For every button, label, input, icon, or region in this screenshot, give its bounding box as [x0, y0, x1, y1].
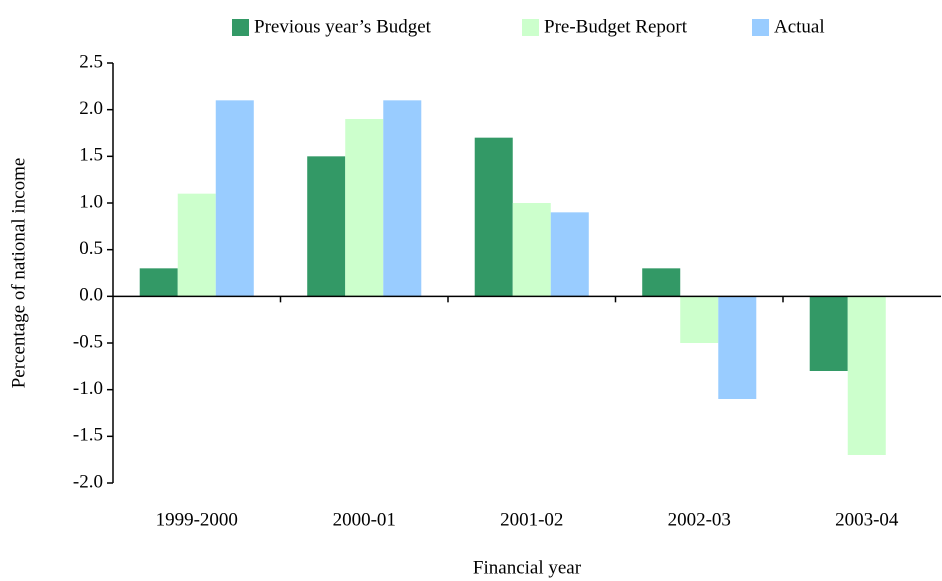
x-tick-label: 2001-02 [500, 509, 563, 530]
bar [680, 296, 719, 343]
y-tick-label: -0.5 [73, 331, 103, 352]
legend-swatch [522, 19, 539, 36]
bar [474, 137, 513, 297]
bar [847, 296, 886, 455]
bar [718, 296, 757, 399]
y-tick-label: 0.0 [79, 285, 103, 306]
y-tick-label: -1.0 [73, 378, 103, 399]
x-tick-label: 1999-2000 [156, 509, 238, 530]
y-tick-label: 1.0 [79, 191, 103, 212]
bar [642, 268, 681, 297]
legend-swatch [752, 19, 769, 36]
bar [512, 203, 551, 297]
bar [307, 156, 346, 297]
bar [809, 296, 848, 371]
y-tick-label: 1.5 [79, 145, 103, 166]
legend-label: Pre-Budget Report [544, 16, 688, 37]
x-axis-label: Financial year [473, 557, 582, 578]
y-tick-label: 2.0 [79, 98, 103, 119]
x-tick-label: 2000-01 [333, 509, 396, 530]
y-tick-label: 2.5 [79, 51, 103, 72]
y-tick-label: -2.0 [73, 471, 103, 492]
bar [345, 119, 384, 297]
bar [550, 212, 589, 297]
y-axis-label: Percentage of national income [8, 158, 29, 389]
bar [383, 100, 422, 297]
legend-swatch [232, 19, 249, 36]
legend-label: Previous year’s Budget [254, 16, 432, 37]
x-tick-label: 2003-04 [835, 509, 899, 530]
x-tick-label: 2002-03 [668, 509, 731, 530]
legend-label: Actual [774, 16, 825, 37]
bar [139, 268, 178, 297]
bar [177, 193, 216, 297]
y-tick-label: -1.5 [73, 425, 103, 446]
y-tick-label: 0.5 [79, 238, 103, 259]
bar [215, 100, 254, 297]
